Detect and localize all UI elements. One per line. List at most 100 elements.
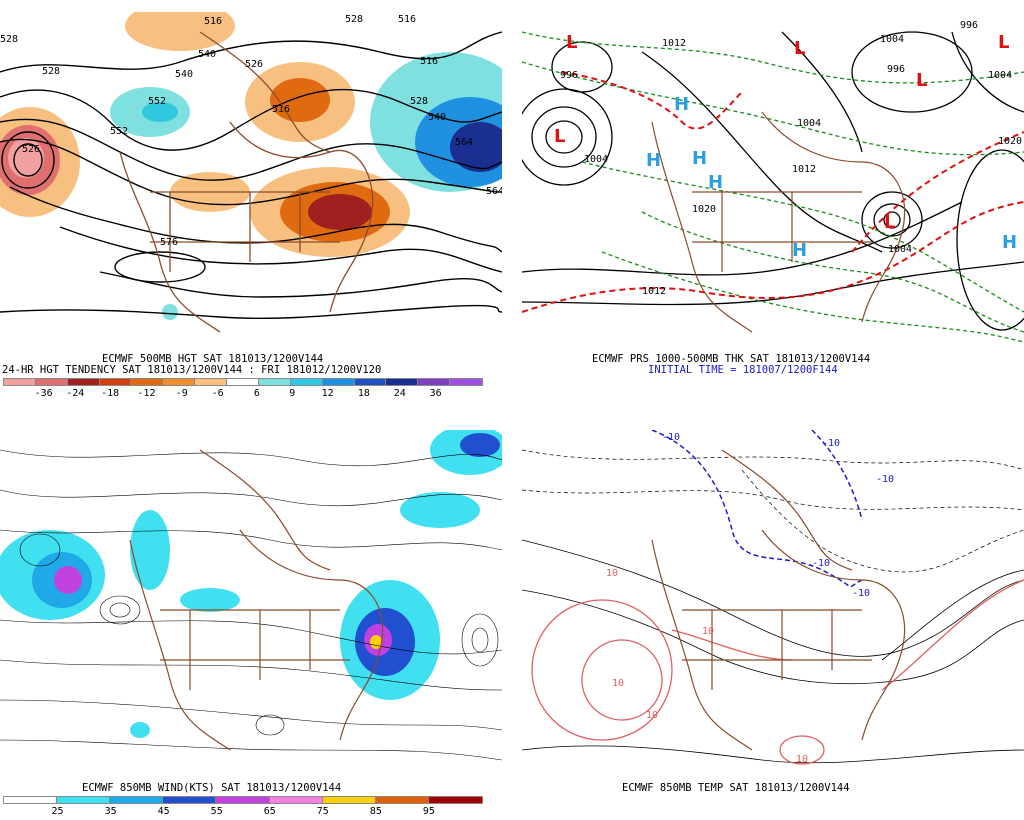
isobar-label: 996 (960, 20, 978, 31)
temp-map: -10 -10 -10 -10 -10 10 10 10 10 10 (522, 430, 1024, 765)
isobar-label: 1020 (692, 204, 716, 215)
colorbar-swatch (130, 378, 165, 386)
colorbar-swatch (215, 796, 271, 804)
contour-label: 540 (175, 69, 193, 80)
contour-label: 528 (345, 14, 363, 25)
colorbar-swatch (385, 378, 420, 386)
contour-label: 528 (0, 34, 18, 45)
contour-label: 526 (22, 144, 40, 155)
isobar-label: 996 (560, 70, 578, 81)
isobar-label: 1004 (797, 118, 821, 129)
panel-850mb-wind (0, 430, 502, 776)
colorbar-label: 36 (429, 388, 442, 399)
high-marker: H (1002, 232, 1017, 253)
height-contours (0, 31, 502, 320)
hgt-title: ECMWF 500MB HGT SAT 181013/1200V144 (102, 353, 324, 365)
colorbar-swatch (374, 796, 430, 804)
isotherm-label: -10 (876, 474, 894, 485)
colorbar-swatch (449, 378, 483, 386)
isobar-label: 1020 (998, 136, 1022, 147)
isobars (522, 31, 1024, 331)
isotherm-labels-cold: -10 -10 -10 -10 -10 (662, 432, 894, 599)
wind-colorbar (2, 796, 483, 804)
colorbar-label: 18 (357, 388, 370, 399)
colorbar-swatch (226, 378, 260, 386)
isotherm-label: 10 (796, 754, 808, 765)
isotherm-label: -10 (812, 558, 830, 569)
isotherm-label: 10 (612, 678, 624, 689)
hgt-subtitle: 24-HR HGT TENDENCY SAT 181013/1200V144 :… (2, 364, 382, 376)
thickness-cold (522, 31, 1024, 343)
colorbar-label: -18 (101, 388, 120, 399)
contour-label: 540 (198, 49, 216, 60)
coastlines (651, 449, 906, 751)
wind-speed-fills (0, 430, 502, 738)
colorbar-label: 75 (316, 806, 329, 817)
colorbar-swatch (289, 378, 324, 386)
colorbar-swatch (56, 796, 112, 804)
colorbar-label: 35 (104, 806, 117, 817)
colorbar-swatch (66, 378, 101, 386)
colorbar-label: -6 (211, 388, 224, 399)
panel-850mb-temp: -10 -10 -10 -10 -10 10 10 10 10 10 (522, 430, 1024, 776)
isobar-label: 1004 (584, 154, 608, 165)
colorbar-label: -12 (137, 388, 156, 399)
thickness-warm (522, 71, 1024, 313)
colorbar-label: -9 (175, 388, 188, 399)
contour-label: 564 (486, 186, 502, 197)
contour-label: 564 (455, 137, 473, 148)
contour-label: 516 (420, 56, 438, 67)
colorbar-swatch (257, 378, 292, 386)
colorbar-label: 65 (263, 806, 276, 817)
coastlines (119, 31, 374, 333)
low-markers: L L L L L L (554, 32, 1009, 233)
contour-label: 516 (398, 14, 416, 25)
isobar-label: 1004 (888, 244, 912, 255)
colorbar-label: 6 (253, 388, 260, 399)
isotherms (522, 539, 1024, 764)
contour-label: 540 (428, 112, 446, 123)
colorbar-swatch (417, 378, 452, 386)
colorbar-swatch (268, 796, 324, 804)
isobar-label: 1012 (662, 38, 686, 49)
hgt-colorbar (3, 378, 483, 386)
colorbar-swatch (109, 796, 165, 804)
contour-label: 552 (148, 96, 166, 107)
isotherm-label: 10 (646, 710, 658, 721)
colorbar-label: 25 (51, 806, 64, 817)
low-marker: L (884, 212, 895, 233)
colorbar-swatch (353, 378, 388, 386)
contour-label: 516 (272, 104, 290, 115)
coastlines (651, 111, 906, 333)
colorbar-label: 9 (289, 388, 296, 399)
colorbar-label: 45 (157, 806, 170, 817)
height-map: 528 516 528 528 516 540 552 540 516 528 … (0, 12, 502, 333)
contour-label: 526 (245, 59, 263, 70)
colorbar-swatch (194, 378, 229, 386)
panel-pressure-thickness: 996 1012 996 1004 1004 1004 996 1004 101… (522, 12, 1024, 358)
hgt-colorbar-labels: -36 -24 -18 -12 -9 -6 6 9 12 18 24 36 (4, 388, 482, 402)
high-marker: H (692, 148, 707, 169)
colorbar-swatch (98, 378, 133, 386)
blue-isotherms (651, 430, 863, 588)
isobar-label: 1004 (880, 34, 904, 45)
colorbar-label: 85 (369, 806, 382, 817)
high-marker: H (792, 240, 807, 261)
height-tendency-fills (0, 12, 502, 320)
contour-label: 528 (410, 96, 428, 107)
colorbar-swatch (321, 796, 377, 804)
colorbar-swatch (162, 378, 197, 386)
colorbar-label: 24 (393, 388, 406, 399)
colorbar-label: -36 (34, 388, 53, 399)
isotherm-label: -10 (662, 432, 680, 443)
isotherm-label: 10 (606, 568, 618, 579)
contour-label: 528 (42, 66, 60, 77)
contour-label: 576 (160, 237, 178, 248)
colorbar-swatch (427, 796, 483, 804)
high-marker: H (646, 150, 661, 171)
height-contour-labels: 528 516 528 528 516 540 552 540 516 528 … (0, 14, 502, 248)
low-marker: L (794, 38, 805, 59)
contour-label: 552 (110, 126, 128, 137)
wind-colorbar-labels: 25 35 45 55 65 75 85 95 (4, 806, 482, 820)
cold-isotherms (522, 449, 1024, 573)
